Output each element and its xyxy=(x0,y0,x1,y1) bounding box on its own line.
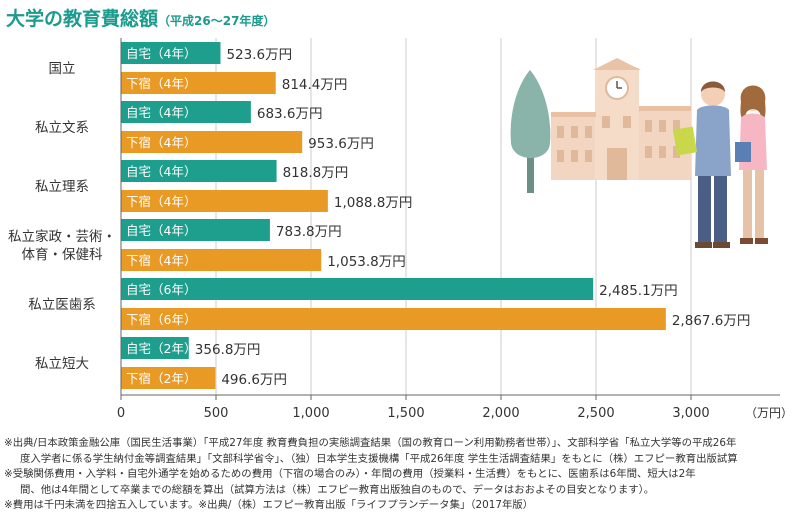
category-label: 私立文系 xyxy=(35,120,89,136)
data-label: 814.4万円 xyxy=(282,77,348,93)
footnote-line: ※費用は千円未満を四捨五入しています。※出典/（株）エフピー教育出版「ライフプラ… xyxy=(4,499,534,511)
male-student-icon xyxy=(672,81,731,248)
bar-label: 下宿（2年） xyxy=(126,371,196,386)
data-label: 356.8万円 xyxy=(195,342,261,358)
data-label: 818.8万円 xyxy=(283,165,349,181)
bar-home xyxy=(121,160,277,182)
title-main: 大学の教育費総額 xyxy=(6,8,159,30)
page-title: 大学の教育費総額（平成26～27年度） xyxy=(6,4,275,31)
x-tick-label: 3,000 xyxy=(672,406,709,421)
female-student-icon xyxy=(735,85,768,244)
title-subtitle: （平成26～27年度） xyxy=(158,14,276,28)
bar-lodging xyxy=(121,190,328,212)
footnote-line: 間、他は4年間として卒業までの総額を算出（試算方法は（株）エフピー教育出版独自の… xyxy=(20,483,655,496)
bar-label: 下宿（4年） xyxy=(126,253,196,268)
x-unit-label: （万円） xyxy=(745,406,793,420)
footnote-line: ※出典/日本政策金融公庫（国民生活事業）「平成27年度 教育費負担の実態調査結果… xyxy=(4,437,737,449)
data-label: 783.8万円 xyxy=(276,224,342,240)
clock-icon xyxy=(605,76,629,100)
bar-label: 下宿（6年） xyxy=(126,312,196,327)
category-label: 私立理系 xyxy=(35,179,89,195)
x-tick-label: 0 xyxy=(117,406,125,421)
x-tick-label: 2,000 xyxy=(482,406,519,421)
bar-home xyxy=(121,219,270,241)
x-tick-label: 1,500 xyxy=(387,406,424,421)
x-tick-label: 500 xyxy=(204,406,229,421)
data-label: 1,053.8万円 xyxy=(327,254,406,270)
bar-label: 自宅（4年） xyxy=(126,46,196,61)
footnote-line: ※受験関係費用・入学料・自宅外通学を始めるための費用（下宿の場合のみ）・年間の費… xyxy=(4,468,696,480)
data-label: 953.6万円 xyxy=(308,136,374,152)
bar-lodging xyxy=(121,72,276,94)
bar-lodging xyxy=(121,308,666,330)
bar-home xyxy=(121,337,189,359)
bar-lodging xyxy=(121,249,322,271)
bar-label: 自宅（4年） xyxy=(126,223,196,238)
category-label: 私立医歯系 xyxy=(28,297,96,313)
bar-label: 自宅（4年） xyxy=(126,105,196,120)
bar-lodging xyxy=(121,367,216,389)
bar-label: 自宅（4年） xyxy=(126,164,196,179)
bar-home xyxy=(121,42,221,64)
data-label: 683.6万円 xyxy=(257,106,323,122)
bar-label: 下宿（4年） xyxy=(126,76,196,91)
x-tick-label: 2,500 xyxy=(577,406,614,421)
school-building-icon xyxy=(551,58,691,180)
bar-lodging xyxy=(121,131,303,153)
data-label: 1,088.8万円 xyxy=(334,195,413,211)
footnote-line: 度入学者に係る学生納付金等調査結果」「文部科学省令」、（独）日本学生支援機構「平… xyxy=(20,452,738,465)
data-label: 2,867.6万円 xyxy=(672,313,751,329)
illustration xyxy=(510,58,768,248)
bar-label: 下宿（4年） xyxy=(126,194,196,209)
data-label: 2,485.1万円 xyxy=(599,283,678,299)
bar-home xyxy=(121,278,594,300)
footnotes: ※出典/日本政策金融公庫（国民生活事業）「平成27年度 教育費負担の実態調査結果… xyxy=(4,436,798,514)
bar-home xyxy=(121,101,251,123)
category-label: 国立 xyxy=(49,61,76,77)
category-label: 私立短大 xyxy=(35,356,89,372)
bar-label: 自宅（6年） xyxy=(126,282,196,297)
category-label: 私立家政・芸術・体育・保健科 xyxy=(8,228,116,263)
bar-label: 下宿（4年） xyxy=(126,135,196,150)
data-label: 496.6万円 xyxy=(221,372,287,388)
x-tick-label: 1,000 xyxy=(292,406,329,421)
bar-label: 自宅（2年） xyxy=(126,341,196,356)
data-label: 523.6万円 xyxy=(226,47,292,63)
tree-icon xyxy=(510,70,551,193)
